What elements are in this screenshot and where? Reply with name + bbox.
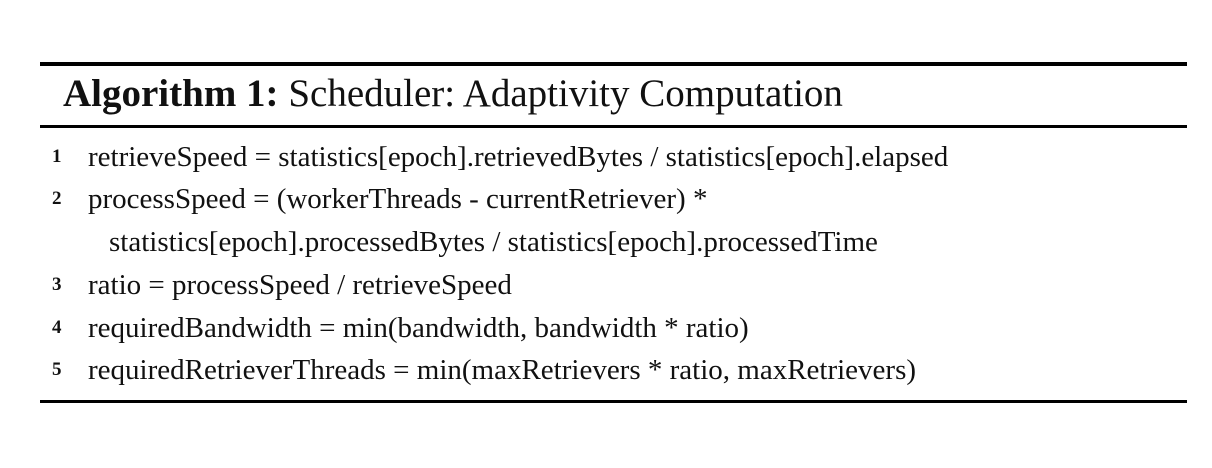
line-number: 1: [52, 146, 62, 167]
line-number: 3: [52, 274, 62, 295]
bottom-rule: [40, 400, 1187, 403]
line-number: 2: [52, 188, 62, 209]
line-code: retrieveSpeed = statistics[epoch].retrie…: [88, 141, 949, 173]
algorithm-title: Scheduler: Adaptivity Computation: [278, 72, 843, 115]
line-code-continuation: statistics[epoch].processedBytes / stati…: [109, 226, 878, 258]
header-rule: [40, 125, 1187, 128]
line-number: 5: [52, 359, 62, 380]
line-code: ratio = processSpeed / retrieveSpeed: [88, 269, 512, 301]
line-code: processSpeed = (workerThreads - currentR…: [88, 183, 708, 215]
algorithm-heading: Algorithm 1: Scheduler: Adaptivity Compu…: [63, 70, 843, 118]
line-code: requiredBandwidth = min(bandwidth, bandw…: [88, 312, 749, 344]
line-code: requiredRetrieverThreads = min(maxRetrie…: [88, 354, 917, 386]
top-rule: [40, 62, 1187, 66]
algorithm-label: Algorithm 1:: [63, 72, 279, 115]
line-number: 4: [52, 317, 62, 338]
